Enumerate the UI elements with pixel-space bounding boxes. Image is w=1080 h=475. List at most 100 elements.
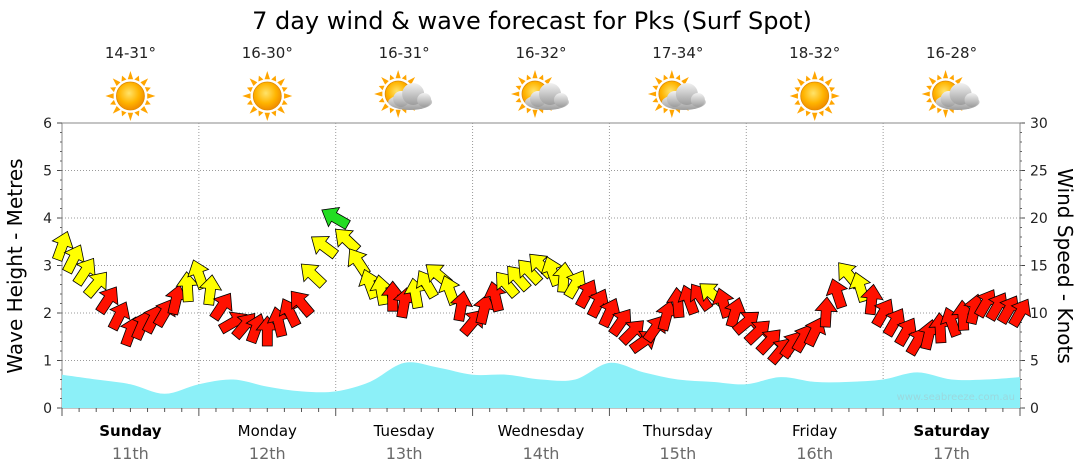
- temperature-range: 16-28°: [926, 44, 977, 62]
- wind-arrow-shape: [175, 271, 200, 303]
- day-name: Monday: [238, 422, 297, 440]
- wind-arrow: [690, 283, 714, 313]
- wind-arrow: [51, 230, 74, 262]
- sun-ray: [663, 74, 669, 81]
- wind-arrow-shape: [95, 286, 119, 316]
- wind-arrow-shape: [380, 280, 405, 312]
- right-tick-label: 30: [1030, 116, 1048, 132]
- temperature-range: 16-30°: [242, 44, 293, 62]
- wind-arrow-shape: [300, 263, 328, 289]
- cloud-icon: [525, 83, 569, 110]
- wind-arrow: [731, 311, 760, 336]
- sun-disc: [252, 81, 282, 111]
- grid-lines: [62, 123, 1020, 408]
- sun-ray: [526, 107, 532, 114]
- day-date: 12th: [249, 444, 286, 463]
- right-tick-label: 10: [1030, 306, 1048, 322]
- sun-ray: [805, 110, 811, 117]
- cloud-icon: [661, 83, 706, 110]
- sun-ray: [824, 105, 833, 114]
- wind-arrow: [586, 288, 610, 319]
- sun-ray: [378, 97, 385, 103]
- sun-ray: [134, 110, 140, 117]
- sun-ray: [284, 93, 293, 99]
- sun-ray: [395, 109, 401, 118]
- day-name: Sunday: [99, 422, 162, 440]
- sun-ray: [926, 85, 932, 91]
- partly-cloudy-icon: [511, 70, 569, 118]
- sun-ray: [532, 109, 538, 118]
- sunny-icon: [242, 71, 293, 121]
- sun-ray: [258, 110, 264, 117]
- left-tick-label: 1: [43, 354, 52, 370]
- wind-arrow-shape: [860, 283, 884, 316]
- sun-ray: [112, 105, 121, 114]
- sun-ray: [134, 75, 140, 82]
- wind-arrow: [198, 274, 223, 306]
- sun-ray: [805, 75, 811, 82]
- left-tick-label: 4: [43, 211, 52, 227]
- sun-ray: [829, 99, 836, 105]
- sun-ray: [127, 71, 134, 80]
- sun-ray: [121, 75, 127, 82]
- sun-ray: [264, 112, 270, 121]
- wind-arrow: [871, 298, 895, 329]
- sunny-icon: [789, 71, 840, 121]
- cloud-puff: [417, 93, 432, 107]
- wind-arrow-shape: [731, 311, 760, 336]
- sun-ray: [681, 77, 689, 85]
- wind-arrow-shape: [310, 236, 340, 260]
- sun-ray: [144, 87, 151, 93]
- sun-ray: [121, 110, 127, 117]
- cloud-puff: [690, 93, 705, 107]
- sun-ray: [669, 70, 675, 79]
- wind-arrow: [209, 292, 233, 322]
- left-tick-label: 6: [43, 116, 52, 132]
- sun-ray: [110, 87, 116, 93]
- wind-arrow: [95, 286, 119, 316]
- sun-ray: [824, 78, 833, 87]
- wind-arrow: [1008, 298, 1032, 329]
- sun-ray: [812, 112, 818, 121]
- sun-ray: [401, 74, 407, 81]
- sun-ray: [281, 87, 288, 93]
- sun-ray: [526, 74, 532, 81]
- wind-arrow: [814, 296, 838, 328]
- sun-ray: [831, 93, 840, 99]
- wind-arrow-shape: [321, 206, 351, 230]
- wind-arrow-shape: [209, 292, 233, 322]
- day-date: 17th: [933, 444, 970, 463]
- sun-ray: [271, 110, 277, 117]
- day-date: 15th: [659, 444, 696, 463]
- wind-arrow: [507, 265, 532, 293]
- sun-ray: [937, 107, 942, 114]
- wind-arrow: [255, 315, 280, 347]
- temperature-range: 18-32°: [789, 44, 840, 62]
- sun-ray: [921, 91, 930, 97]
- wind-arrow-shape: [618, 320, 644, 347]
- wind-arrow-shape: [290, 290, 315, 319]
- wind-arrow: [608, 308, 632, 338]
- partly-cloudy-icon: [374, 70, 433, 118]
- wind-arrow: [860, 283, 884, 316]
- sun-ray: [374, 91, 383, 97]
- sun-ray: [518, 103, 526, 111]
- wind-arrow-shape: [198, 274, 223, 306]
- sun-ray: [954, 77, 963, 85]
- sun-ray: [277, 78, 285, 87]
- wind-arrow-shape: [894, 317, 918, 348]
- sun-ray: [812, 71, 818, 80]
- wind-arrow-shape: [62, 244, 85, 275]
- sun-ray: [675, 74, 681, 81]
- sun-ray: [264, 71, 270, 80]
- wind-arrow-shape: [882, 308, 906, 338]
- wind-arrow-shape: [563, 270, 587, 300]
- wind-arrow-shape: [598, 297, 621, 329]
- sun-ray: [943, 109, 949, 118]
- wind-arrow-shape: [825, 278, 849, 310]
- sun-ray: [647, 91, 657, 97]
- sunny-icon: [105, 71, 156, 121]
- wind-arrow: [743, 320, 770, 346]
- sun-ray: [829, 87, 836, 93]
